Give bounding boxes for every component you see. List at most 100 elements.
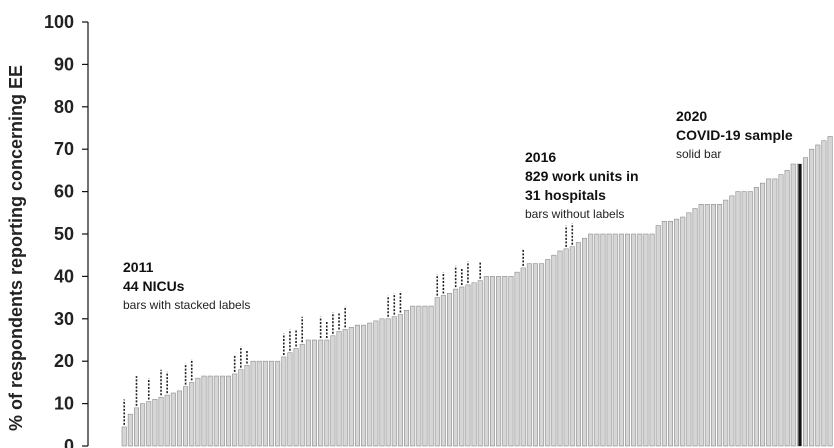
bar [385, 318, 391, 447]
bar [336, 331, 342, 447]
bar [471, 282, 477, 447]
bar [717, 204, 723, 447]
y-tick-label: 80 [54, 97, 74, 117]
y-tick-label: 60 [54, 182, 74, 202]
y-tick-label: 30 [54, 309, 74, 329]
bar [183, 386, 189, 447]
bar [213, 375, 219, 447]
y-tick-label: 0 [64, 436, 74, 448]
bar [404, 310, 410, 447]
bar [146, 401, 152, 447]
bar [299, 343, 305, 447]
bar [127, 413, 133, 447]
bar [809, 148, 815, 447]
bar [803, 157, 809, 447]
bar [250, 360, 256, 447]
bar [121, 426, 127, 447]
bar [416, 305, 422, 447]
bar [293, 348, 299, 447]
bar [287, 352, 293, 447]
annotation-title: 31 hospitals [525, 187, 606, 203]
bar [539, 263, 545, 447]
bar [661, 220, 667, 447]
bar [477, 280, 483, 447]
annotation-subtitle: bars without labels [525, 207, 624, 221]
stacked-label-marks [123, 223, 574, 425]
bar [532, 263, 538, 447]
bar [606, 233, 612, 447]
bar [600, 233, 606, 447]
bar [612, 233, 618, 447]
bar [551, 254, 557, 447]
bar [710, 204, 716, 447]
bar [140, 403, 146, 447]
bar [643, 233, 649, 447]
bar [680, 216, 686, 447]
bar [207, 375, 213, 447]
bar [674, 218, 680, 447]
bar [232, 373, 238, 447]
annotation-title: 44 NICUs [123, 278, 185, 294]
y-tick-label: 70 [54, 139, 74, 159]
y-tick-label: 10 [54, 394, 74, 414]
bar [655, 225, 661, 447]
bar [170, 392, 176, 447]
bar [778, 174, 784, 447]
bar [262, 360, 268, 447]
bar [318, 339, 324, 447]
bar [324, 339, 330, 447]
bar [164, 394, 170, 447]
bar [563, 248, 569, 447]
bar [698, 204, 704, 447]
bar [434, 297, 440, 447]
bar [514, 271, 520, 447]
bar [790, 163, 796, 447]
y-tick-label: 40 [54, 266, 74, 286]
bar [281, 356, 287, 447]
bar [686, 212, 692, 447]
bar [440, 295, 446, 447]
bar [269, 360, 275, 447]
annotation-title: 2020 [676, 108, 707, 124]
bar [649, 233, 655, 447]
bar [753, 187, 759, 447]
bars [121, 136, 833, 447]
bar [723, 199, 729, 447]
bar [815, 144, 821, 447]
bar [735, 191, 741, 447]
y-tick-label: 90 [54, 54, 74, 74]
bar [483, 276, 489, 447]
bar [489, 276, 495, 447]
y-axis-label: % of respondents reporting concerning EE [6, 65, 26, 431]
bar [367, 322, 373, 447]
bar [453, 288, 459, 447]
annotation-title: 2011 [123, 259, 154, 275]
bar [305, 339, 311, 447]
bar [772, 178, 778, 447]
solid-bar-group [798, 164, 802, 447]
bar [342, 329, 348, 447]
bar [422, 305, 428, 447]
annotation-subtitle: solid bar [676, 147, 721, 161]
annotation-title: COVID-19 sample [676, 127, 793, 143]
bar [821, 140, 827, 447]
bar [704, 204, 710, 447]
bar [219, 375, 225, 447]
bar [158, 396, 164, 447]
bar [330, 335, 336, 447]
bar [195, 377, 201, 447]
bar [189, 382, 195, 447]
bar [625, 233, 631, 447]
bar [526, 263, 532, 447]
bar [256, 360, 262, 447]
bar [827, 136, 833, 447]
bar [508, 276, 514, 447]
y-tick-label: 50 [54, 224, 74, 244]
bar [520, 267, 526, 447]
bar [588, 233, 594, 447]
bar [465, 284, 471, 447]
annotation-title: 829 work units in [525, 168, 639, 184]
bar [569, 246, 575, 447]
bar [348, 326, 354, 447]
bar [226, 375, 232, 447]
